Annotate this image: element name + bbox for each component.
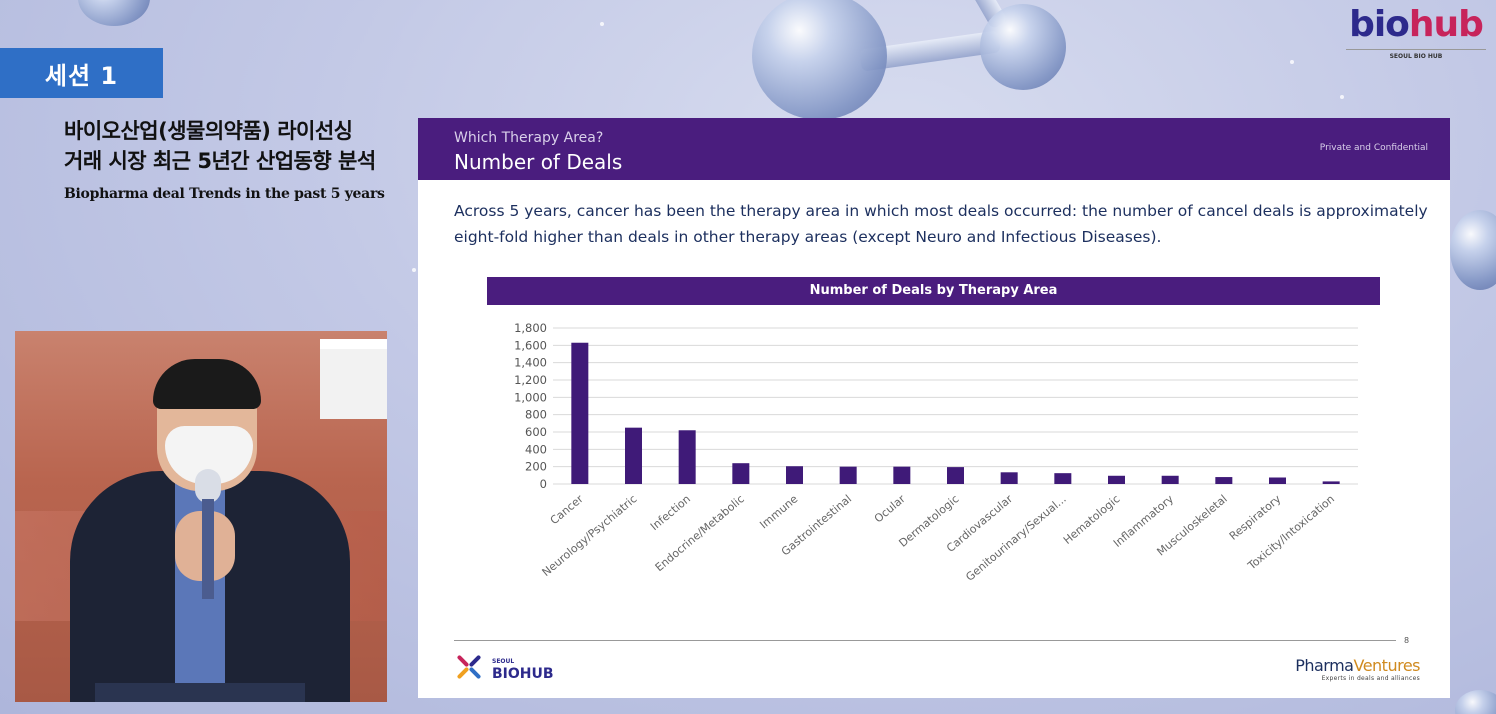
talk-title-korean: 바이오산업(생물의약품) 라이선싱 거래 시장 최근 5년간 산업동향 분석 [64, 116, 404, 176]
speaker-hair [153, 359, 261, 409]
molecule-ball [78, 0, 150, 26]
speaker-video [15, 331, 387, 702]
bar [893, 466, 911, 484]
x-tick-label: Cancer [548, 492, 586, 527]
molecule-ball [980, 4, 1066, 90]
podium [95, 683, 305, 702]
x-tick-label: Immune [757, 492, 800, 531]
chart-title: Number of Deals by Therapy Area [487, 277, 1380, 305]
biohub-logo: biohub SEOUL BIO HUB [1346, 4, 1486, 72]
x-tick-label: Respiratory [1227, 492, 1284, 543]
bar [678, 430, 696, 484]
x-tick-label: Infection [648, 492, 693, 533]
backdrop-sign [320, 339, 387, 419]
molecule-ball [1450, 210, 1496, 290]
y-tick-label: 1,200 [514, 373, 547, 387]
talk-title-line2: 거래 시장 최근 5년간 산업동향 분석 [64, 149, 376, 173]
bar [786, 466, 803, 484]
bar [947, 467, 964, 484]
bar [732, 463, 750, 484]
bar [1322, 481, 1340, 484]
slide-header: Which Therapy Area? Number of Deals Priv… [418, 118, 1450, 180]
wordmark-part-b: hub [1408, 4, 1484, 45]
x-tick-label: Endocrine/Metabolic [653, 492, 747, 574]
y-tick-label: 1,000 [514, 390, 547, 404]
molecule-ball [752, 0, 887, 120]
bar [571, 342, 589, 484]
pharmaventures-logo: PharmaVentures Experts in deals and alli… [1295, 656, 1420, 682]
slide-eyebrow: Which Therapy Area? [454, 130, 604, 146]
session-tag: 세션 1 [0, 48, 163, 98]
bar [1000, 472, 1018, 484]
y-tick-label: 200 [525, 460, 547, 474]
biohub-wordmark: biohub [1346, 4, 1486, 45]
y-tick-label: 400 [525, 442, 547, 456]
pharmaventures-name-b: Ventures [1353, 656, 1420, 675]
slide-heading: Number of Deals [454, 150, 623, 174]
bar [1269, 477, 1286, 484]
y-tick-label: 800 [525, 408, 547, 422]
footer-rule [454, 640, 1396, 641]
y-tick-label: 1,400 [514, 356, 547, 370]
x-tick-label: Neurology/Psychiatric [540, 492, 640, 579]
microphone-head [195, 469, 221, 503]
slide-lede: Across 5 years, cancer has been the ther… [454, 202, 1428, 246]
presentation-slide: Which Therapy Area? Number of Deals Priv… [418, 118, 1450, 698]
sparkle [600, 22, 604, 26]
microphone-handle [202, 499, 214, 599]
x-tick-label: Ocular [872, 492, 908, 525]
bar [1215, 477, 1233, 484]
bar-chart-svg: 0 200 400 600 800 1,000 1,200 1,400 1,600 1,800 Ca… [514, 321, 1358, 584]
bar [1054, 473, 1072, 484]
sparkle [412, 268, 416, 272]
bar-chart: 0 200 400 600 800 1,000 1,200 1,400 1,600 1,800 Ca… [488, 314, 1388, 614]
bar [839, 466, 857, 484]
bar [625, 427, 642, 484]
page-number: 8 [1404, 636, 1410, 645]
confidential-label: Private and Confidential [1319, 143, 1428, 153]
x-tick-label: Genitourinary/Sexual... [963, 492, 1068, 583]
talk-title-line1: 바이오산업(생물의약품) 라이선싱 [64, 119, 353, 143]
pharmaventures-name-a: Pharma [1295, 656, 1354, 675]
microphone [195, 469, 221, 599]
y-tick-label: 1,600 [514, 338, 547, 352]
wordmark-part-a: bio [1349, 4, 1410, 45]
talk-title-english: Biopharma deal Trends in the past 5 year… [64, 186, 385, 202]
footer-left-small: SEOUL [492, 658, 515, 665]
pharmaventures-tagline: Experts in deals and alliances [1321, 675, 1420, 682]
x-tick-label: Toxicity/Intoxication [1245, 492, 1337, 573]
molecule-ball [1455, 690, 1496, 714]
y-tick-label: 600 [525, 425, 547, 439]
bar [1161, 475, 1179, 484]
bar [1108, 475, 1125, 484]
y-tick-label: 0 [540, 477, 547, 491]
sparkle [1290, 60, 1294, 64]
footer-left-big: BIOHUB [492, 666, 554, 682]
seoul-biohub-logo: SEOUL BIOHUB [454, 650, 554, 686]
y-tick-label: 1,800 [514, 321, 547, 335]
sparkle [1340, 95, 1344, 99]
biohub-subtitle: SEOUL BIO HUB [1346, 49, 1486, 60]
seoul-biohub-mark-icon [454, 653, 484, 683]
